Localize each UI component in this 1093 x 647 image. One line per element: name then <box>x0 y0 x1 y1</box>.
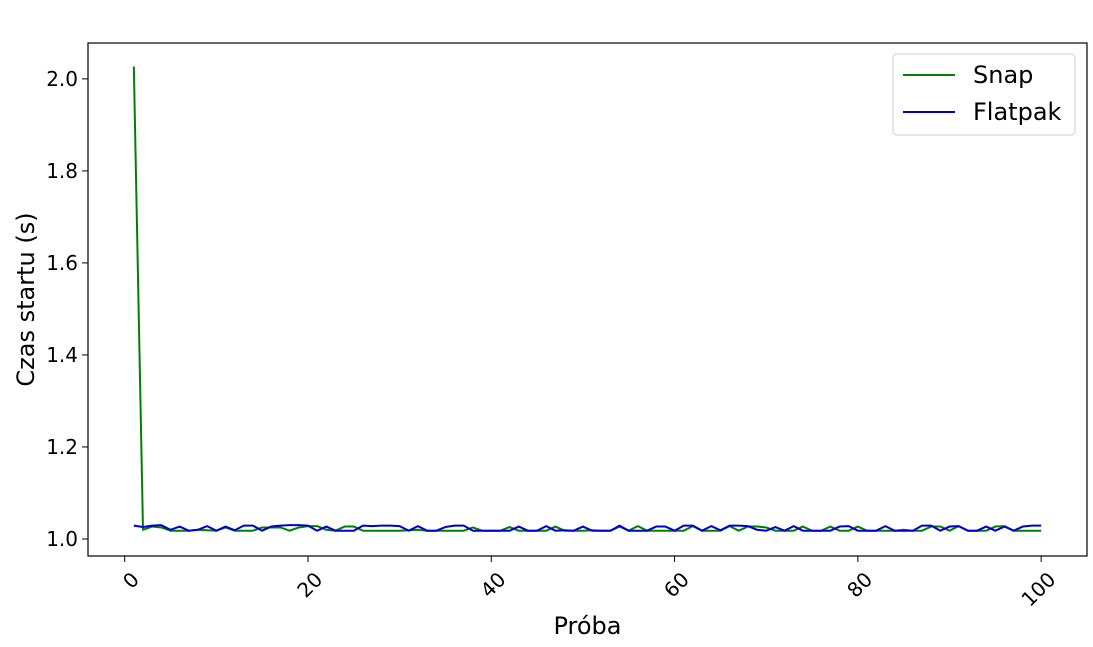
y-tick-label: 1.8 <box>46 159 78 183</box>
series-line-flatpak <box>133 524 1042 532</box>
legend-label-flatpak: Flatpak <box>973 98 1062 126</box>
y-axis-ticks: 1.0 1.2 1.4 1.6 1.8 2.0 <box>46 67 88 551</box>
y-tick-label: 1.2 <box>46 435 78 459</box>
legend: Snap Flatpak <box>892 53 1076 136</box>
legend-label-snap: Snap <box>973 61 1033 89</box>
x-tick-label: 100 <box>1016 567 1060 611</box>
y-tick-label: 1.6 <box>46 251 78 275</box>
x-axis-label: Próba <box>553 612 621 640</box>
y-axis-label: Czas startu (s) <box>12 212 40 386</box>
plot-frame <box>87 42 1088 557</box>
y-tick-label: 1.4 <box>46 343 78 367</box>
y-tick-label: 1.0 <box>46 527 78 551</box>
x-tick-label: 60 <box>659 567 694 602</box>
series-line-snap <box>132 66 1042 532</box>
y-tick-label: 2.0 <box>46 67 78 91</box>
x-tick-label: 80 <box>842 567 877 602</box>
x-tick-label: 0 <box>118 567 144 593</box>
x-tick-label: 40 <box>476 567 511 602</box>
series-layer <box>132 66 1042 532</box>
x-tick-label: 20 <box>292 567 327 602</box>
x-axis-ticks: 0 20 40 60 80 100 <box>118 556 1060 611</box>
